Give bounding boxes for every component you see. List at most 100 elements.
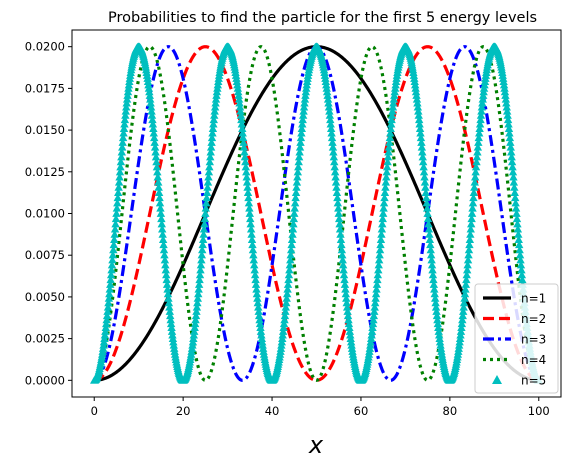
data-point <box>232 74 241 82</box>
data-point <box>457 323 466 332</box>
data-point <box>429 275 438 284</box>
data-point <box>345 327 355 335</box>
data-point <box>169 337 178 346</box>
data-point <box>516 260 526 269</box>
data-point <box>374 260 383 269</box>
data-point <box>109 245 118 254</box>
data-point <box>435 334 444 342</box>
data-point <box>436 341 445 349</box>
data-point <box>150 133 159 142</box>
data-point <box>234 95 244 103</box>
data-point <box>335 224 345 233</box>
data-point <box>510 188 519 196</box>
data-point <box>157 219 166 228</box>
data-point <box>409 71 419 79</box>
data-point <box>504 124 514 132</box>
data-point <box>203 183 212 191</box>
legend-label: n=5 <box>521 374 546 388</box>
data-point <box>429 280 439 288</box>
data-point <box>205 162 214 171</box>
data-point <box>200 214 210 223</box>
data-point <box>292 178 302 186</box>
data-point <box>166 311 175 320</box>
data-point <box>477 102 487 111</box>
data-point <box>382 162 392 171</box>
data-point <box>468 198 478 207</box>
data-point <box>347 341 356 349</box>
data-point <box>412 95 422 103</box>
data-point <box>422 204 432 212</box>
x-axis: 0 20 40 60 80 100 <box>91 397 550 418</box>
data-point <box>243 183 252 191</box>
data-point <box>430 285 439 293</box>
data-point <box>505 128 514 137</box>
data-point <box>291 188 301 196</box>
data-point <box>502 98 511 107</box>
data-point <box>159 245 169 254</box>
data-point <box>238 133 248 142</box>
data-point <box>113 193 122 202</box>
data-point <box>206 147 215 156</box>
data-point <box>296 133 306 142</box>
data-point <box>142 71 152 79</box>
data-point <box>478 98 487 107</box>
data-point <box>473 147 482 156</box>
data-point <box>338 260 348 269</box>
data-point <box>120 115 130 124</box>
data-point <box>459 298 469 307</box>
data-point <box>286 245 296 254</box>
data-point <box>103 303 113 311</box>
data-point <box>324 102 334 111</box>
data-point <box>499 80 509 89</box>
data-point <box>473 143 483 151</box>
data-point <box>507 157 517 166</box>
data-point <box>509 172 518 181</box>
data-point <box>122 102 131 111</box>
data-point <box>330 157 339 166</box>
data-point <box>153 172 162 181</box>
data-point <box>434 327 443 335</box>
data-point <box>329 152 339 161</box>
data-point <box>423 209 432 217</box>
data-point <box>150 143 160 151</box>
data-point <box>244 198 254 207</box>
data-point <box>326 119 335 128</box>
data-point <box>428 265 437 274</box>
data-point <box>320 71 330 79</box>
data-point <box>414 115 424 124</box>
y-axis: 0.0000 0.0025 0.0050 0.0075 0.0100 0.0125 0.01… <box>25 40 72 387</box>
data-point <box>285 265 294 274</box>
data-point <box>511 204 521 212</box>
data-point <box>207 138 216 146</box>
data-point <box>460 294 469 302</box>
data-point <box>459 307 468 315</box>
data-point <box>249 250 258 259</box>
data-point <box>155 193 164 202</box>
data-point <box>110 235 119 243</box>
data-point <box>343 311 353 320</box>
data-point <box>207 133 217 142</box>
data-point <box>243 188 253 196</box>
data-point <box>334 209 343 217</box>
data-point <box>420 172 429 181</box>
data-point <box>257 334 267 342</box>
data-point <box>256 323 265 332</box>
data-point <box>371 294 380 302</box>
series-n5-markers <box>90 42 543 384</box>
data-point <box>293 172 302 181</box>
data-point <box>375 250 384 259</box>
data-point <box>196 260 206 269</box>
plot-area <box>71 29 562 398</box>
data-point <box>120 119 129 128</box>
data-point <box>252 285 261 293</box>
data-point <box>434 323 443 332</box>
data-point <box>371 289 381 298</box>
data-point <box>380 188 390 196</box>
data-point <box>505 133 515 142</box>
data-point <box>108 255 117 264</box>
data-point <box>236 107 245 115</box>
data-point <box>512 209 521 217</box>
y-tick-label: 0.0175 <box>25 81 65 95</box>
data-point <box>287 235 297 243</box>
data-point <box>233 80 242 89</box>
